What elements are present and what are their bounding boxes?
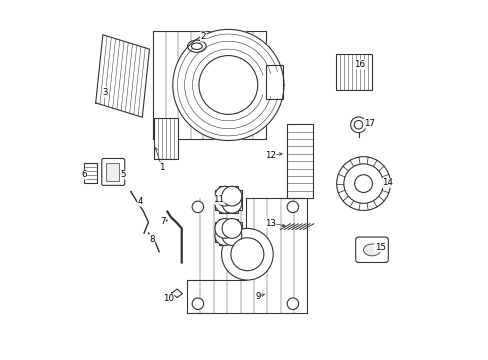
Text: 2: 2 xyxy=(200,32,205,41)
Circle shape xyxy=(230,238,264,271)
Bar xyxy=(286,125,312,198)
Circle shape xyxy=(192,298,203,310)
Bar xyxy=(214,222,241,242)
Circle shape xyxy=(214,193,234,213)
Polygon shape xyxy=(172,30,284,140)
Circle shape xyxy=(343,164,383,203)
Text: 13: 13 xyxy=(264,219,275,228)
Bar xyxy=(106,163,119,181)
FancyBboxPatch shape xyxy=(102,158,124,185)
Circle shape xyxy=(199,55,257,114)
Text: 9: 9 xyxy=(255,292,260,301)
Text: 8: 8 xyxy=(149,235,154,244)
Circle shape xyxy=(214,226,234,246)
Circle shape xyxy=(286,298,298,310)
Bar xyxy=(84,163,97,183)
Bar xyxy=(214,190,241,210)
FancyBboxPatch shape xyxy=(355,237,387,262)
Circle shape xyxy=(214,186,234,206)
Text: 7: 7 xyxy=(160,217,165,226)
Text: 1: 1 xyxy=(159,163,164,172)
Polygon shape xyxy=(171,289,182,298)
Text: 12: 12 xyxy=(264,151,275,160)
Circle shape xyxy=(222,226,241,246)
Circle shape xyxy=(354,175,372,193)
Text: 5: 5 xyxy=(121,170,126,179)
Bar xyxy=(265,65,283,99)
Ellipse shape xyxy=(191,43,202,49)
Circle shape xyxy=(221,228,273,280)
Circle shape xyxy=(353,121,362,129)
Bar xyxy=(335,54,371,90)
Text: 11: 11 xyxy=(213,195,224,204)
Polygon shape xyxy=(96,35,149,117)
Bar xyxy=(153,118,178,159)
Circle shape xyxy=(350,117,366,133)
Bar xyxy=(218,219,238,246)
Circle shape xyxy=(222,186,241,206)
Text: 14: 14 xyxy=(382,178,393,187)
Circle shape xyxy=(286,201,298,213)
Polygon shape xyxy=(187,198,306,313)
Ellipse shape xyxy=(187,40,206,52)
Text: 15: 15 xyxy=(374,243,385,252)
Polygon shape xyxy=(153,31,265,139)
Bar xyxy=(218,186,238,213)
Text: 6: 6 xyxy=(81,170,86,179)
Text: 3: 3 xyxy=(102,87,108,96)
Text: 10: 10 xyxy=(163,294,174,303)
Text: 16: 16 xyxy=(353,60,364,69)
Text: 17: 17 xyxy=(363,119,374,128)
Ellipse shape xyxy=(363,244,380,256)
Circle shape xyxy=(214,219,234,238)
Circle shape xyxy=(336,157,389,211)
Text: 4: 4 xyxy=(138,197,143,206)
Circle shape xyxy=(222,193,241,213)
Circle shape xyxy=(192,201,203,213)
Circle shape xyxy=(222,219,241,238)
